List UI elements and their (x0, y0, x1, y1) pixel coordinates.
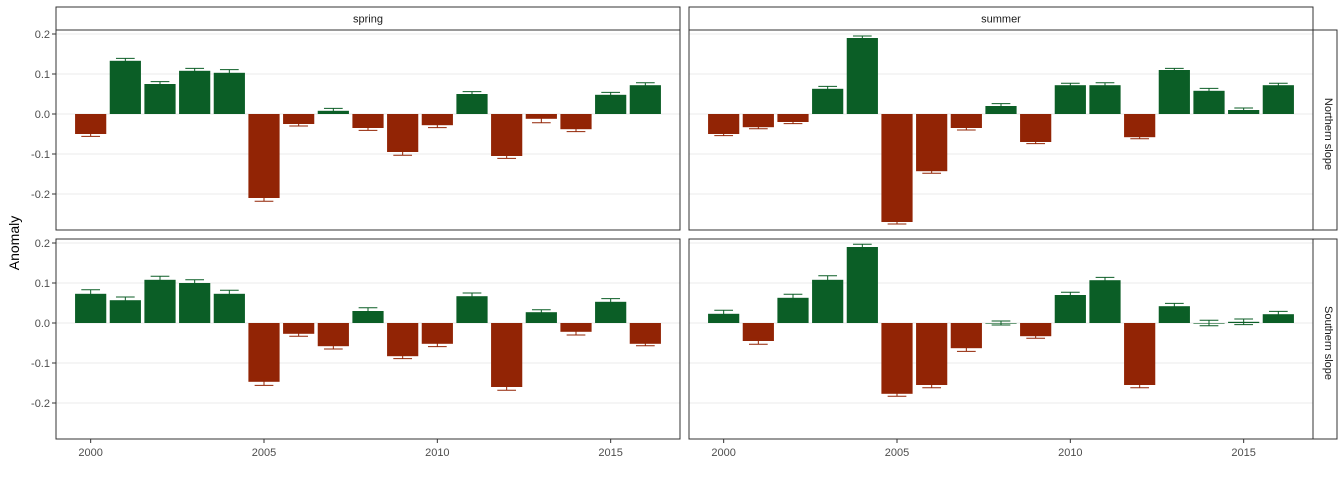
bar (560, 323, 592, 332)
bar (491, 114, 523, 156)
x-tick-label: 2005 (252, 447, 276, 459)
bar (525, 312, 557, 323)
bar (1262, 314, 1294, 323)
bar (1089, 85, 1121, 114)
y-tick-label: 0.0 (35, 109, 50, 121)
bar (950, 114, 982, 128)
y-tick-label: -0.2 (31, 398, 50, 410)
x-tick-label: 2000 (78, 447, 102, 459)
bar (916, 114, 948, 172)
bar (777, 114, 809, 122)
bar (1124, 114, 1156, 138)
x-tick-label: 2000 (711, 447, 735, 459)
bar (213, 72, 245, 114)
bar (1262, 85, 1294, 114)
bar (387, 114, 419, 152)
bar (881, 323, 913, 394)
bar (629, 323, 661, 344)
bar (248, 323, 280, 382)
bar (456, 94, 488, 114)
x-tick-label: 2015 (1231, 447, 1255, 459)
bar (179, 283, 211, 323)
x-tick-label: 2010 (1058, 447, 1082, 459)
bar (1054, 85, 1086, 114)
facet-strip-label: summer (981, 14, 1021, 26)
bar (283, 114, 315, 124)
bar (109, 60, 141, 114)
bar (1089, 280, 1121, 323)
bar (491, 323, 523, 387)
bar (1124, 323, 1156, 385)
y-tick-label: -0.1 (31, 149, 50, 161)
panel-border (688, 29, 1314, 231)
panel-border (55, 29, 681, 231)
bar (179, 70, 211, 114)
bar (595, 301, 627, 323)
bar (352, 114, 384, 128)
bar (1054, 295, 1086, 323)
panel-border (688, 238, 1314, 440)
bar (742, 114, 774, 128)
bar (456, 296, 488, 323)
bar (595, 94, 627, 114)
bar (421, 323, 453, 344)
bar (846, 247, 878, 323)
bar (1193, 90, 1225, 114)
bar (1158, 70, 1190, 114)
bar (881, 114, 913, 222)
bar (283, 323, 315, 334)
bar (950, 323, 982, 349)
bar (317, 323, 349, 347)
facet-strip-northern-slope (1312, 29, 1338, 231)
bar (109, 300, 141, 323)
bar (75, 114, 107, 134)
bar (213, 293, 245, 323)
x-tick-label: 2015 (598, 447, 622, 459)
bar (812, 88, 844, 114)
bar (777, 297, 809, 323)
y-tick-label: 0.1 (35, 69, 50, 81)
facet-strip-label: Northern slope (1322, 98, 1334, 170)
bar (629, 85, 661, 114)
y-tick-label: 0.2 (35, 29, 50, 41)
x-tick-label: 2010 (425, 447, 449, 459)
y-axis-label: Anomaly (6, 216, 22, 270)
facet-strip-label: spring (353, 14, 383, 26)
bar (916, 323, 948, 385)
bar (708, 313, 740, 323)
x-tick-label: 2005 (885, 447, 909, 459)
bar (421, 114, 453, 126)
panel-border (55, 238, 681, 440)
y-tick-label: -0.2 (31, 189, 50, 201)
y-tick-label: 0.2 (35, 238, 50, 250)
y-tick-label: 0.1 (35, 278, 50, 290)
bar (1020, 114, 1052, 142)
facet-strip-label: Southern slope (1322, 306, 1334, 380)
bar (1158, 306, 1190, 323)
bar (742, 323, 774, 341)
bar (560, 114, 592, 130)
y-tick-label: 0.0 (35, 318, 50, 330)
bar (75, 293, 107, 323)
bar (985, 106, 1017, 114)
y-tick-label: -0.1 (31, 358, 50, 370)
bar (387, 323, 419, 357)
bar (846, 38, 878, 114)
bar (144, 279, 176, 323)
bar (708, 114, 740, 134)
bar (144, 84, 176, 114)
bar (1020, 323, 1052, 337)
bar (248, 114, 280, 198)
bar (812, 279, 844, 323)
